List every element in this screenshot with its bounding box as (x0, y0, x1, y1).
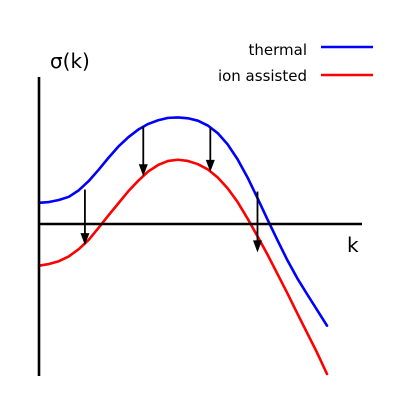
legend-label-thermal: thermal (249, 41, 308, 59)
shift-arrow-head (80, 233, 90, 246)
shift-arrow-head (138, 164, 148, 177)
shift-arrow-4 (252, 191, 262, 253)
series-line-ion-assisted (37, 158, 329, 376)
shift-arrow-3 (205, 127, 215, 172)
shift-arrow-1 (80, 189, 90, 246)
arrows-layer (80, 126, 262, 253)
shift-arrow-2 (138, 126, 148, 177)
curves-layer (37, 116, 329, 376)
x-axis-label: k (347, 233, 359, 257)
series-line-thermal (37, 116, 329, 327)
legend-label-ion-assisted: ion assisted (218, 67, 307, 85)
y-axis-label: σ(k) (50, 49, 90, 73)
shift-arrow-head (205, 159, 215, 172)
shift-arrow-head (252, 240, 262, 253)
